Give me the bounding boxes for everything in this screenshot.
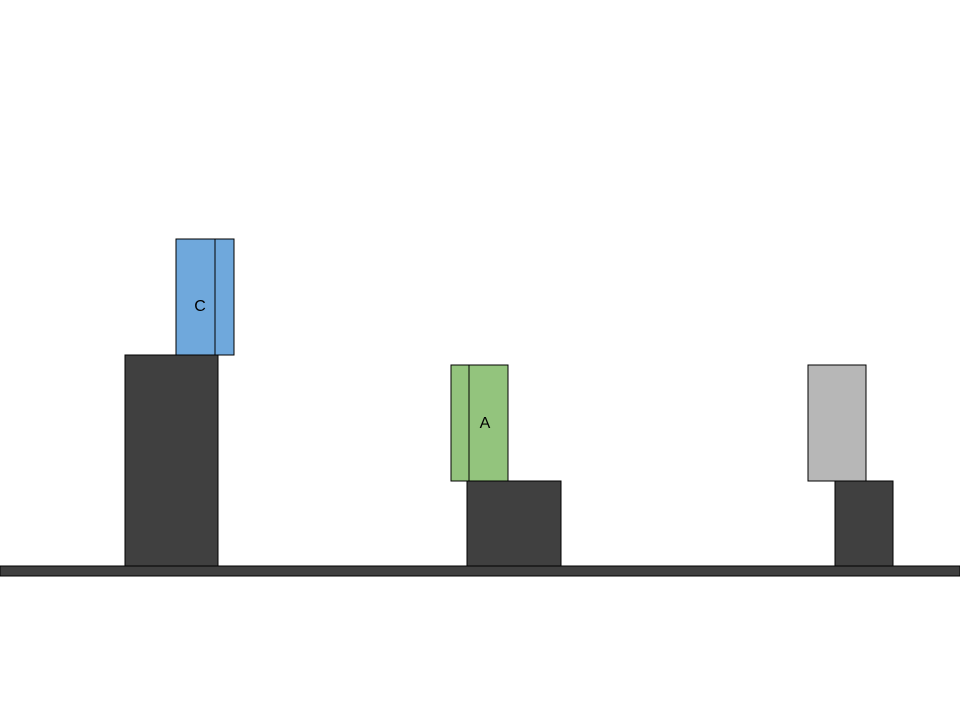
ground-line: [0, 565, 960, 577]
block-a-body: [450, 364, 509, 482]
block-a-label: A: [480, 415, 491, 432]
block-gray[interactable]: [807, 364, 867, 482]
block-a[interactable]: A: [450, 364, 509, 482]
block-c-body: [175, 238, 235, 356]
block-gray-body: [807, 364, 867, 482]
pedestal-right: [834, 480, 894, 567]
pedestal-left: [124, 354, 219, 567]
block-c[interactable]: C: [175, 238, 235, 356]
block-c-label: C: [194, 298, 206, 315]
pedestal-middle: [466, 480, 562, 567]
